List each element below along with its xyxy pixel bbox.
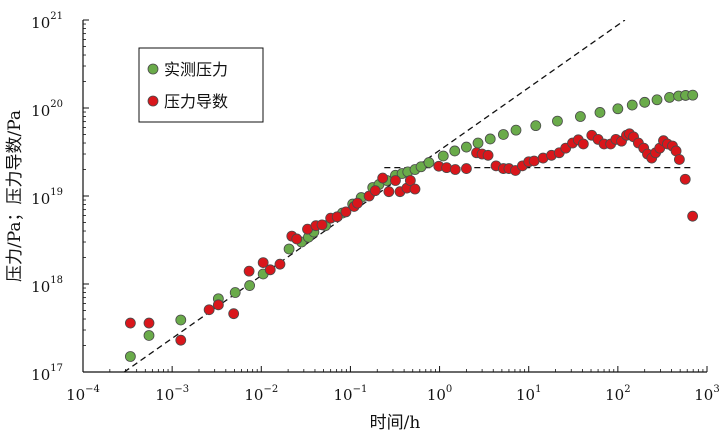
x-tick-label: 10−3 [155, 384, 189, 404]
data-point-pressure-derivative [316, 219, 328, 231]
data-point-measured-pressure [449, 145, 461, 157]
legend: 实测压力 压力导数 [138, 47, 264, 123]
data-point-measured-pressure [283, 243, 295, 255]
data-point-measured-pressure [574, 111, 586, 122]
data-point-pressure-derivative [449, 164, 461, 175]
data-point-measured-pressure [651, 94, 663, 106]
data-point-measured-pressure [484, 133, 496, 145]
data-point-pressure-derivative [243, 265, 255, 277]
data-point-pressure-derivative [257, 257, 269, 269]
data-point-pressure-derivative [673, 154, 685, 165]
legend-box [138, 47, 264, 123]
data-point-measured-pressure [423, 157, 435, 168]
data-point-measured-pressure [687, 89, 699, 101]
data-point-pressure-derivative [687, 210, 699, 222]
series-measured-pressure [124, 89, 699, 362]
data-point-pressure-derivative [203, 304, 215, 316]
data-point-measured-pressure [612, 103, 624, 115]
y-tick-label: 1017 [31, 363, 63, 384]
data-series [124, 89, 699, 362]
data-point-measured-pressure [626, 99, 638, 111]
series-pressure-derivative [124, 128, 699, 346]
data-point-measured-pressure [229, 287, 241, 298]
data-point-pressure-derivative [482, 149, 494, 161]
x-tick-label: 10−2 [244, 384, 278, 404]
data-point-measured-pressure [530, 120, 542, 132]
y-axis-title: 压力/Pa；压力导数/Pa [5, 110, 25, 282]
data-point-pressure-derivative [212, 299, 224, 311]
x-tick-label: 103 [694, 384, 719, 404]
data-point-measured-pressure [497, 129, 509, 140]
x-axis-title: 时间/h [370, 413, 421, 433]
data-point-measured-pressure [664, 91, 675, 103]
y-tick-label: 1020 [31, 99, 63, 120]
data-point-pressure-derivative [461, 163, 472, 174]
data-point-measured-pressure [143, 330, 155, 341]
data-point-measured-pressure [552, 115, 563, 127]
data-point-pressure-derivative [264, 264, 276, 276]
data-point-measured-pressure [461, 141, 472, 153]
x-tick-label: 10−4 [66, 384, 100, 404]
data-point-pressure-derivative [228, 308, 240, 320]
data-point-pressure-derivative [679, 173, 691, 185]
data-point-measured-pressure [244, 280, 256, 291]
data-point-pressure-derivative [577, 138, 589, 150]
y-tick-label: 1019 [31, 187, 63, 208]
data-point-pressure-derivative [369, 185, 381, 197]
ticks: 10−4 10−3 10−2 10−1 100 101 102 103 1017 1018 1019… [31, 11, 720, 404]
data-point-pressure-derivative [404, 175, 416, 186]
data-point-measured-pressure [639, 96, 651, 108]
legend-label-pressure-derivative: 压力导数 [164, 92, 228, 111]
legend-marker-pressure-derivative [147, 95, 159, 107]
data-point-pressure-derivative [528, 155, 540, 167]
data-point-measured-pressure [124, 351, 136, 362]
x-tick-label: 100 [427, 384, 452, 404]
data-point-pressure-derivative [390, 175, 401, 186]
data-point-measured-pressure [510, 124, 522, 136]
x-tick-label: 10−1 [334, 384, 368, 404]
y-tick-label: 1018 [31, 275, 63, 296]
data-point-pressure-derivative [274, 258, 286, 270]
data-point-pressure-derivative [383, 186, 395, 198]
data-point-measured-pressure [594, 107, 606, 118]
data-point-pressure-derivative [143, 317, 155, 329]
data-point-measured-pressure [472, 137, 484, 149]
y-tick-label: 1021 [31, 11, 63, 32]
data-point-pressure-derivative [340, 206, 352, 218]
data-point-pressure-derivative [352, 197, 363, 209]
data-point-pressure-derivative [331, 211, 343, 223]
data-point-measured-pressure [437, 150, 449, 162]
data-point-pressure-derivative [124, 317, 136, 329]
data-point-pressure-derivative [291, 233, 303, 245]
x-tick-label: 101 [516, 384, 541, 404]
x-tick-label: 102 [605, 384, 630, 404]
legend-marker-measured-pressure [147, 63, 159, 75]
legend-label-measured-pressure: 实测压力 [164, 60, 228, 79]
data-point-measured-pressure [175, 314, 187, 326]
data-point-pressure-derivative [175, 334, 187, 346]
data-point-pressure-derivative [409, 183, 421, 195]
data-point-pressure-derivative [377, 172, 389, 184]
